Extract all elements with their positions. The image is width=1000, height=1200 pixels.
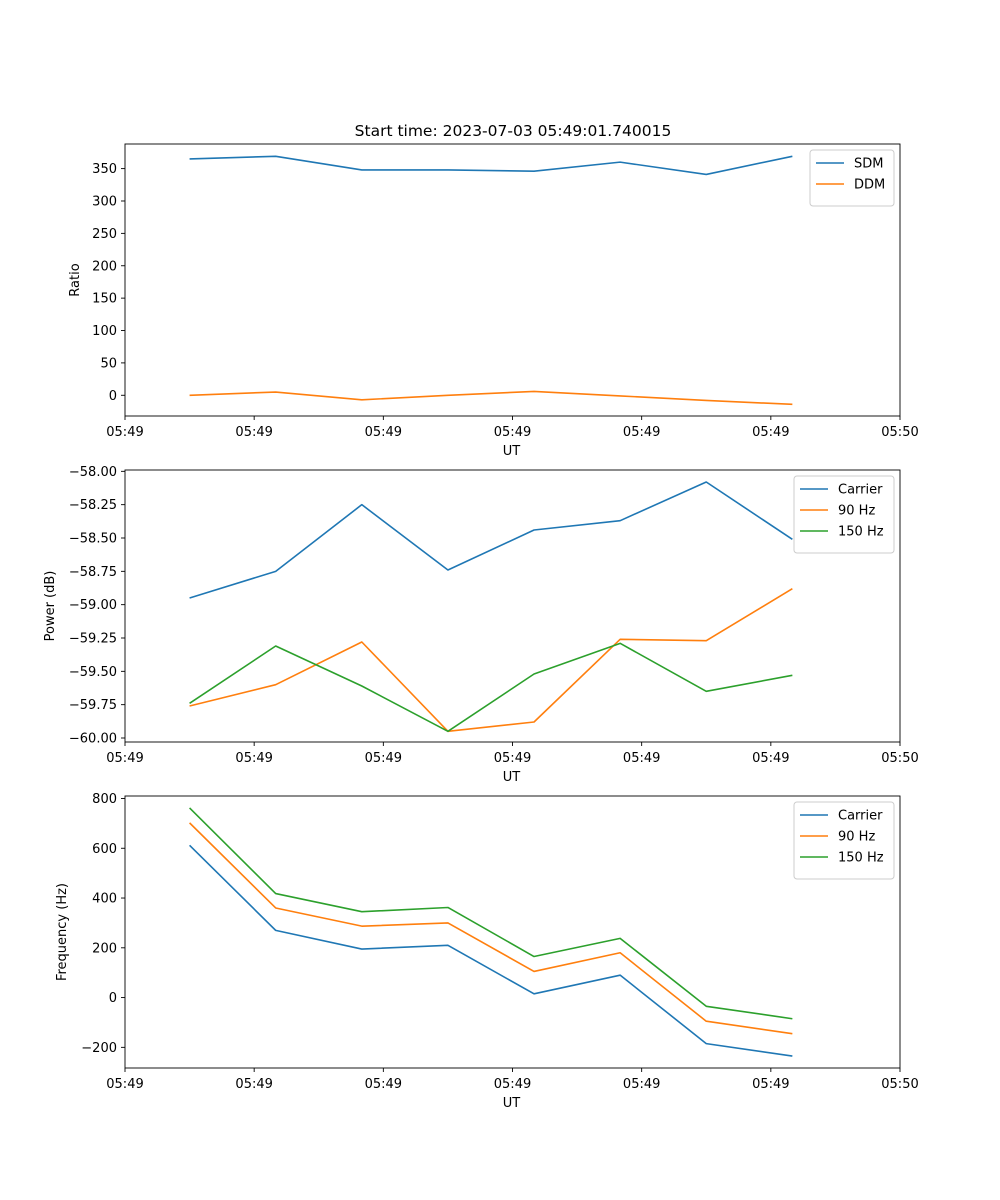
legend-label: 150 Hz bbox=[838, 525, 884, 540]
x-tick-label: 05:49 bbox=[494, 425, 531, 440]
legend-label: Carrier bbox=[838, 809, 883, 824]
y-tick-label: 0 bbox=[109, 991, 117, 1006]
figure-title: Start time: 2023-07-03 05:49:01.740015 bbox=[355, 122, 672, 140]
x-tick-label: 05:49 bbox=[235, 1077, 272, 1092]
legend: SDM DDM bbox=[809, 149, 895, 207]
x-tick-label: 05:49 bbox=[623, 751, 660, 766]
y-tick-label: 100 bbox=[92, 324, 117, 339]
series-line-carrier bbox=[189, 844, 793, 1057]
x-tick-label: 05:49 bbox=[365, 425, 402, 440]
x-tick-label: 05:49 bbox=[752, 751, 789, 766]
x-tick-label: 05:49 bbox=[752, 425, 789, 440]
legend-frame bbox=[809, 149, 895, 207]
legend-frame bbox=[793, 475, 895, 554]
series-line-sdm bbox=[189, 155, 793, 176]
x-tick-label: 05:49 bbox=[494, 1077, 531, 1092]
series-line-ddm bbox=[189, 390, 793, 406]
y-tick-label: −58.75 bbox=[69, 565, 117, 580]
y-tick-label: 50 bbox=[100, 356, 117, 371]
chart-panel-2: 05:49 05:49 05:49 05:49 05:49 05:49 05:50 −60.0… bbox=[43, 465, 919, 785]
y-tick-label: 250 bbox=[92, 227, 117, 242]
series-line-carrier bbox=[189, 481, 793, 599]
x-tick-label: 05:49 bbox=[365, 1077, 402, 1092]
x-tick-label: 05:50 bbox=[881, 1077, 918, 1092]
y-axis-label: Power (dB) bbox=[43, 571, 58, 642]
legend-label: SDM bbox=[854, 157, 883, 172]
series-line-150-hz bbox=[189, 807, 793, 1020]
x-tick-label: 05:49 bbox=[235, 425, 272, 440]
y-tick-label: −60.00 bbox=[69, 732, 117, 747]
x-axis-label: UT bbox=[503, 1096, 521, 1111]
x-tick-label: 05:49 bbox=[106, 425, 143, 440]
y-tick-label: 350 bbox=[92, 162, 117, 177]
x-axis-label: UT bbox=[503, 444, 521, 459]
y-tick-label: 200 bbox=[92, 259, 117, 274]
x-tick-label: 05:49 bbox=[106, 1077, 143, 1092]
x-tick-label: 05:49 bbox=[494, 751, 531, 766]
legend: Carrier 90 Hz 150 Hz bbox=[793, 475, 895, 554]
y-tick-label: 0 bbox=[109, 389, 117, 404]
chart-panel-3: 05:49 05:49 05:49 05:49 05:49 05:49 05:50 −200 0… bbox=[55, 792, 919, 1111]
x-tick-label: 05:49 bbox=[752, 1077, 789, 1092]
x-tick-label: 05:49 bbox=[623, 1077, 660, 1092]
y-tick-label: −59.00 bbox=[69, 598, 117, 613]
y-tick-label: −58.00 bbox=[69, 465, 117, 480]
y-tick-label: 200 bbox=[92, 941, 117, 956]
y-tick-label: −59.25 bbox=[69, 632, 117, 647]
x-tick-label: 05:50 bbox=[881, 751, 918, 766]
series-line-150-hz bbox=[189, 642, 793, 733]
legend-label: 90 Hz bbox=[838, 830, 875, 845]
y-tick-label: 150 bbox=[92, 292, 117, 307]
chart-panel-1: 05:49 05:49 05:49 05:49 05:49 05:49 05:50 0 50 10… bbox=[68, 143, 919, 459]
x-axis-label: UT bbox=[503, 770, 521, 785]
y-tick-label: 300 bbox=[92, 194, 117, 209]
legend-label: DDM bbox=[854, 178, 885, 193]
y-tick-label: −58.50 bbox=[69, 532, 117, 547]
y-tick-label: 800 bbox=[92, 792, 117, 807]
x-tick-label: 05:49 bbox=[365, 751, 402, 766]
y-tick-label: −200 bbox=[81, 1041, 117, 1056]
y-tick-label: −58.25 bbox=[69, 498, 117, 513]
legend-label: Carrier bbox=[838, 483, 883, 498]
legend-frame bbox=[793, 801, 895, 880]
legend-label: 90 Hz bbox=[838, 504, 875, 519]
y-axis-label: Ratio bbox=[68, 263, 83, 296]
legend-label: 150 Hz bbox=[838, 851, 884, 866]
legend: Carrier 90 Hz 150 Hz bbox=[793, 801, 895, 880]
x-tick-label: 05:50 bbox=[881, 425, 918, 440]
y-axis-label: Frequency (Hz) bbox=[55, 883, 70, 981]
x-tick-label: 05:49 bbox=[106, 751, 143, 766]
series-line-90-hz bbox=[189, 822, 793, 1035]
series-line-90-hz bbox=[189, 587, 793, 733]
y-tick-label: 600 bbox=[92, 842, 117, 857]
y-tick-label: −59.75 bbox=[69, 698, 117, 713]
x-tick-label: 05:49 bbox=[623, 425, 660, 440]
y-tick-label: 400 bbox=[92, 892, 117, 907]
x-tick-label: 05:49 bbox=[235, 751, 272, 766]
y-tick-label: −59.50 bbox=[69, 665, 117, 680]
